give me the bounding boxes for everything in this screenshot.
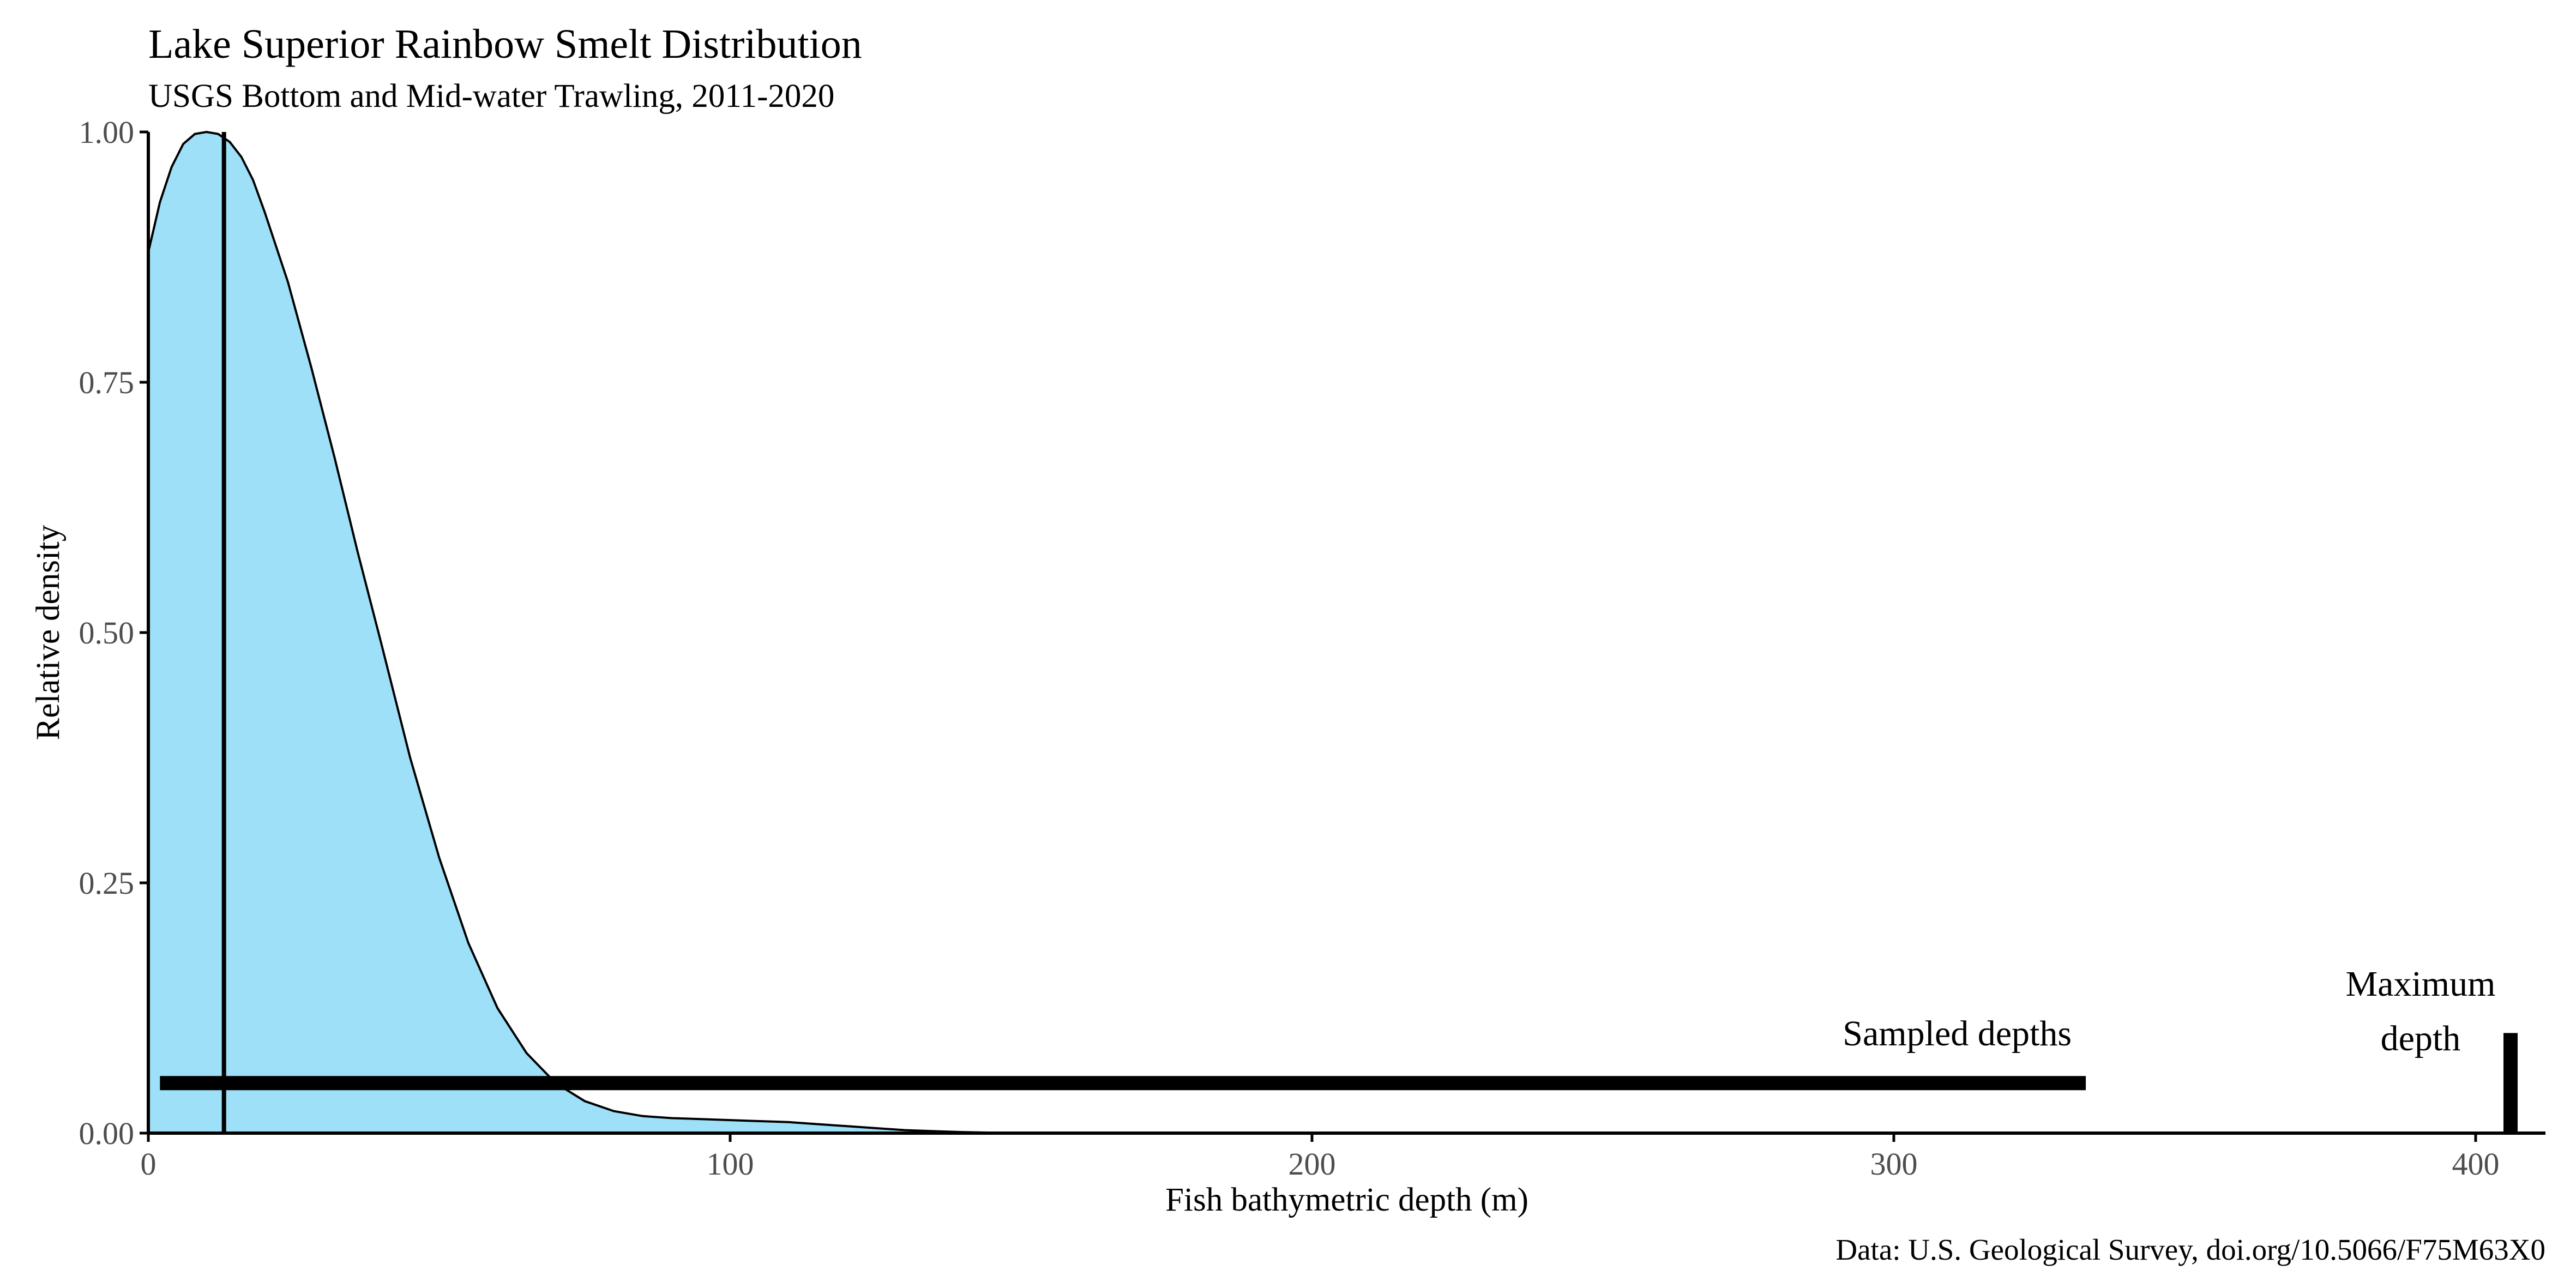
- density-area: [148, 132, 1062, 1133]
- y-tick-label: 0.75: [79, 365, 135, 400]
- y-tick-label: 1.00: [79, 115, 135, 150]
- plot-area: Sampled depths Maximum depth 0 100 200 300 400 0…: [79, 115, 2545, 1182]
- x-tick-label: 300: [1870, 1146, 1917, 1182]
- y-axis-label: Relative density: [30, 525, 67, 740]
- maximum-depth-label-line1: Maximum: [2345, 964, 2495, 1004]
- x-tick-label: 400: [2452, 1146, 2499, 1182]
- x-tick-label: 100: [706, 1146, 754, 1182]
- chart-caption: Data: U.S. Geological Survey, doi.org/10…: [1835, 1233, 2545, 1266]
- chart-title: Lake Superior Rainbow Smelt Distribution: [148, 21, 862, 67]
- y-tick-label: 0.25: [79, 865, 135, 901]
- y-tick-label: 0.00: [79, 1116, 135, 1151]
- chart-subtitle: USGS Bottom and Mid-water Trawling, 2011…: [148, 78, 834, 115]
- x-axis-label: Fish bathymetric depth (m): [1165, 1182, 1528, 1218]
- sampled-depths-label: Sampled depths: [1843, 1014, 2072, 1054]
- x-tick-label: 0: [141, 1146, 157, 1182]
- maximum-depth-label-line2: depth: [2381, 1019, 2461, 1058]
- x-tick-label: 200: [1288, 1146, 1335, 1182]
- y-tick-label: 0.50: [79, 615, 135, 651]
